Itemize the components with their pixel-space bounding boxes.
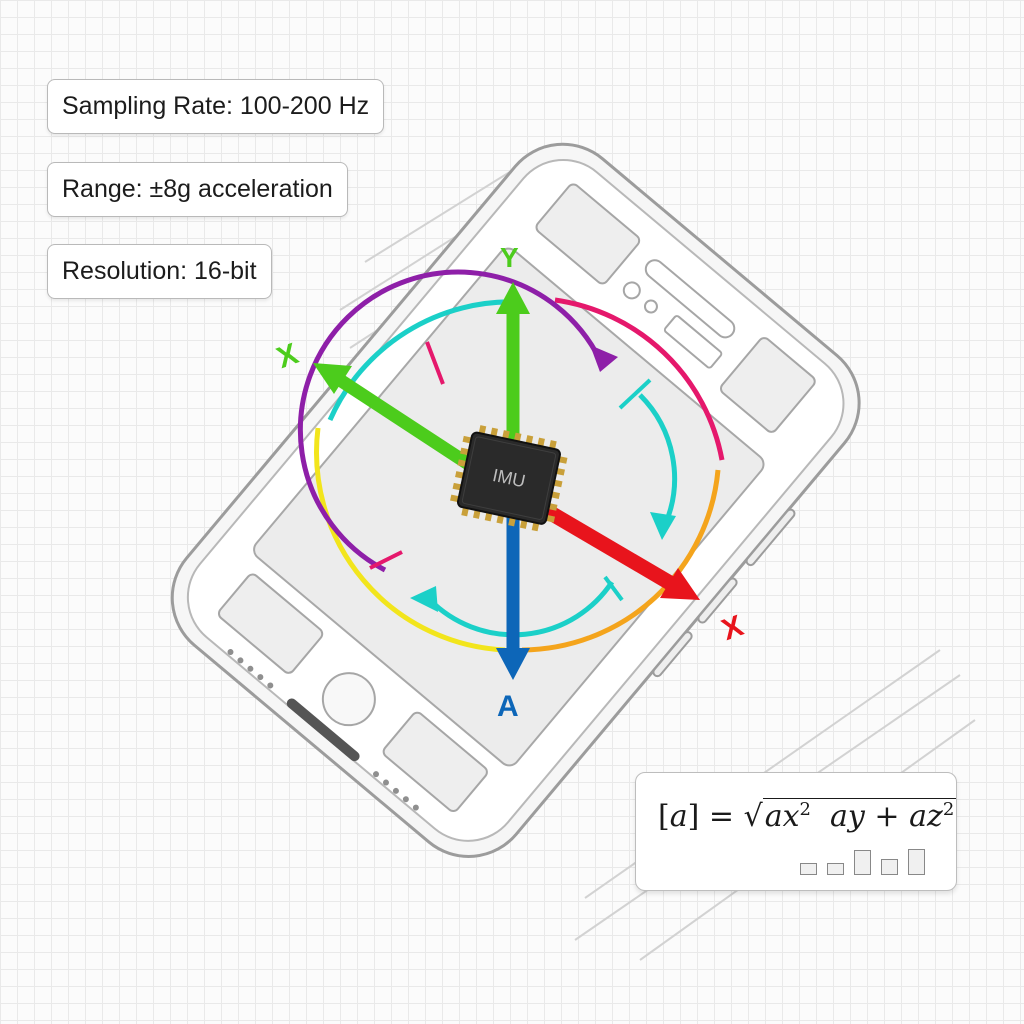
axis-x-upper-label: X: [272, 337, 302, 375]
axis-y-label: Y: [500, 242, 519, 273]
magenta-outer-arc: [554, 297, 725, 461]
purple-ring-arc: [297, 269, 603, 573]
orange-outer-arc: [521, 469, 721, 653]
arc-arrowheads: [369, 341, 676, 612]
mini-bar-graph: [800, 849, 940, 875]
mini-bar: [908, 849, 925, 875]
mini-bar: [881, 859, 898, 875]
cyan-outer-arc: [327, 299, 521, 422]
formula-bracket-close: ]: [687, 799, 700, 834]
formula-equals: =: [708, 799, 735, 834]
formula-plus: +: [874, 799, 900, 834]
formula-radicand: ax2 ay + az2: [762, 798, 957, 834]
rotation-rings: [297, 269, 725, 653]
mini-bar: [854, 850, 871, 875]
range-label: Range: ±8g acceleration: [47, 162, 348, 217]
mini-bar: [827, 863, 844, 875]
imu-chip: IMU: [450, 425, 568, 532]
formula-sup-3: 2: [942, 799, 955, 820]
formula-term-ay: ay: [830, 799, 865, 834]
sampling-rate-label: Sampling Rate: 100-200 Hz: [47, 79, 385, 134]
formula-term-az: az: [909, 799, 943, 834]
yellow-outer-arc: [314, 427, 506, 653]
axis-x-lower-label: X: [717, 609, 747, 647]
magnitude-formula: [a] = √ax2 ay + az2: [658, 798, 957, 834]
magnitude-formula-box: [a] = √ax2 ay + az2: [635, 772, 957, 891]
formula-term-ax: ax: [764, 799, 800, 834]
cyan-inner-arc-right: [638, 393, 678, 526]
formula-bracket-open: [: [658, 799, 670, 834]
resolution-label: Resolution: 16-bit: [47, 244, 272, 299]
axis-a-label: A: [497, 690, 519, 723]
cyan-inner-arc-bottom: [428, 580, 615, 638]
mini-bar: [800, 863, 817, 875]
formula-lhs-var: a: [669, 799, 688, 834]
formula-sup-1: 2: [799, 799, 811, 820]
formula-radical: √: [743, 799, 763, 834]
